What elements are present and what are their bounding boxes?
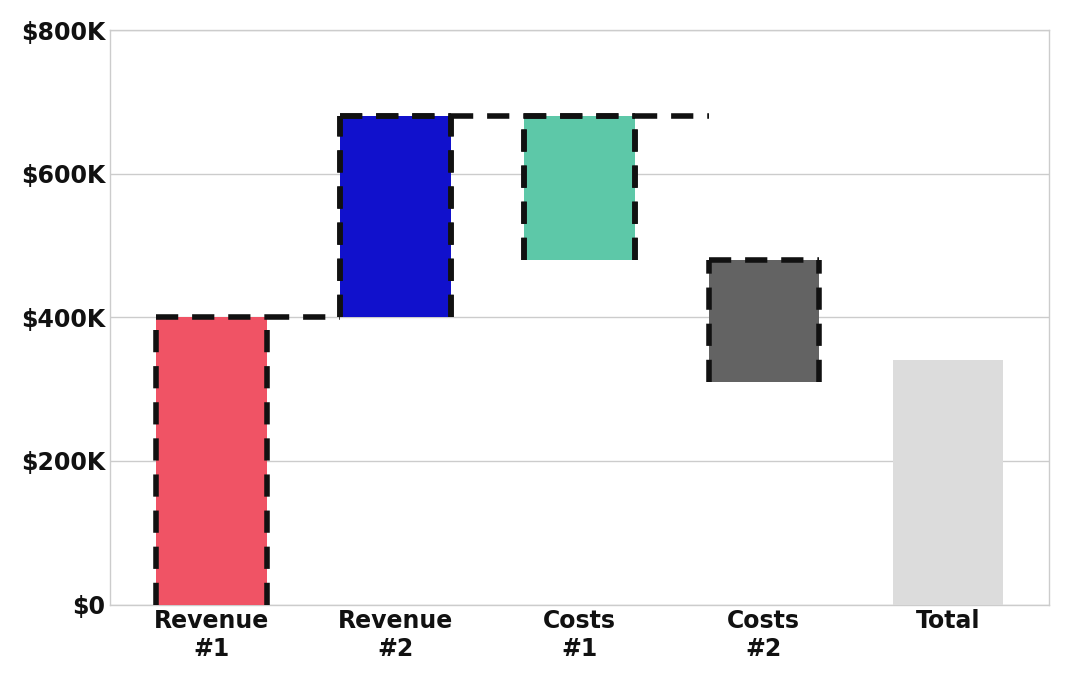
Bar — [892, 361, 1004, 604]
Bar — [340, 117, 450, 317]
Bar — [708, 260, 819, 382]
Bar — [524, 117, 635, 260]
Bar — [156, 317, 266, 604]
